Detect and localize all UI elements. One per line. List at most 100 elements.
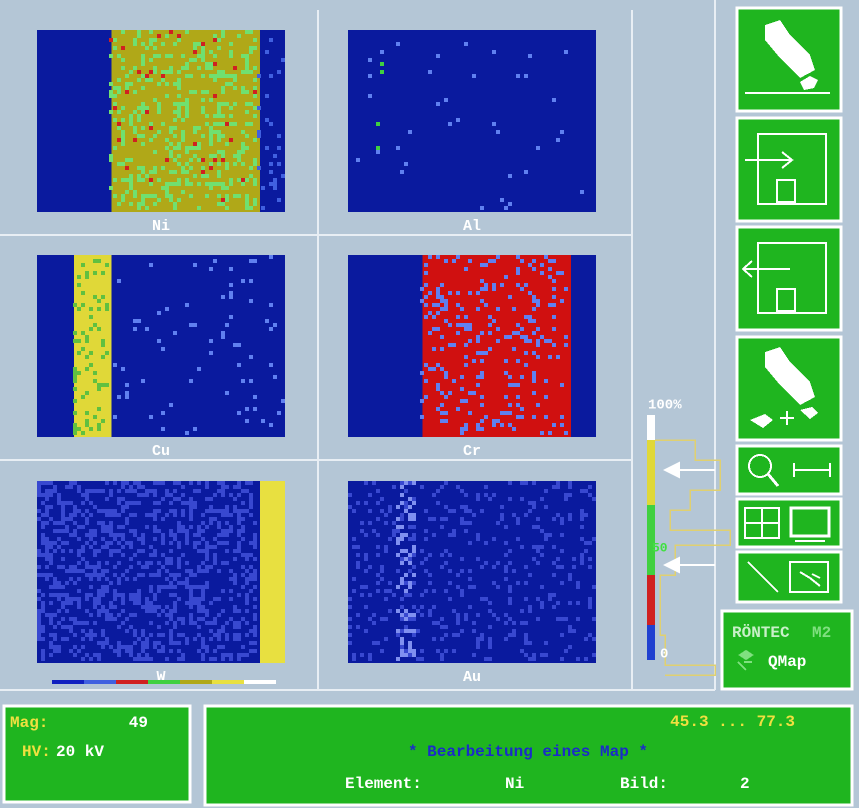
map-pixel bbox=[221, 335, 225, 339]
map-pixel bbox=[528, 657, 532, 661]
map-pixel bbox=[197, 569, 201, 573]
map-pixel bbox=[536, 303, 540, 307]
map-pixel bbox=[165, 158, 169, 162]
map-pixel bbox=[41, 593, 45, 597]
map-pixel bbox=[456, 291, 460, 295]
map-pixel bbox=[452, 379, 456, 383]
map-pixel bbox=[504, 541, 508, 545]
map-pixel bbox=[492, 319, 496, 323]
map-pixel bbox=[177, 557, 181, 561]
map-pixel bbox=[181, 553, 185, 557]
element-map: W bbox=[37, 481, 285, 686]
map-pixel bbox=[532, 319, 536, 323]
map-pixel bbox=[253, 541, 257, 545]
button-image[interactable] bbox=[737, 8, 841, 111]
map-pixel bbox=[524, 621, 528, 625]
map-pixel bbox=[197, 597, 201, 601]
map-pixel bbox=[161, 78, 165, 82]
map-pixel bbox=[560, 299, 564, 303]
map-pixel bbox=[153, 98, 157, 102]
map-pixel bbox=[81, 545, 85, 549]
map-pixel bbox=[153, 170, 157, 174]
map-pixel bbox=[233, 74, 237, 78]
map-pixel bbox=[89, 427, 93, 431]
map-pixel bbox=[444, 375, 448, 379]
map-pixel bbox=[500, 513, 504, 517]
map-pixel bbox=[121, 525, 125, 529]
map-pixel bbox=[197, 54, 201, 58]
map-pixel bbox=[85, 423, 89, 427]
button-export[interactable] bbox=[737, 227, 841, 330]
map-pixel bbox=[536, 549, 540, 553]
map-pixel bbox=[73, 597, 77, 601]
map-pixel bbox=[61, 625, 65, 629]
map-pixel bbox=[516, 331, 520, 335]
map-pixel bbox=[169, 549, 173, 553]
map-pixel bbox=[548, 355, 552, 359]
map-pixel bbox=[245, 557, 249, 561]
map-pixel bbox=[552, 423, 556, 427]
map-pixel bbox=[93, 553, 97, 557]
map-pixel bbox=[149, 263, 153, 267]
map-pixel bbox=[217, 525, 221, 529]
map-pixel bbox=[73, 533, 77, 537]
map-pixel bbox=[193, 90, 197, 94]
map-pixel bbox=[464, 343, 468, 347]
map-pixel bbox=[121, 194, 125, 198]
map-pixel bbox=[492, 259, 496, 263]
map-pixel bbox=[117, 126, 121, 130]
map-pixel bbox=[177, 78, 181, 82]
map-pixel bbox=[209, 657, 213, 661]
map-pixel bbox=[444, 649, 448, 653]
map-pixel bbox=[145, 78, 149, 82]
map-pixel bbox=[137, 493, 141, 497]
map-pixel bbox=[229, 513, 233, 517]
map-pixel bbox=[121, 198, 125, 202]
map-pixel bbox=[169, 649, 173, 653]
button-zoom[interactable] bbox=[737, 446, 841, 494]
map-pixel bbox=[105, 541, 109, 545]
map-pixel bbox=[201, 90, 205, 94]
map-pixel bbox=[121, 485, 125, 489]
map-pixel bbox=[149, 605, 153, 609]
map-pixel bbox=[368, 593, 372, 597]
map-pixel bbox=[109, 54, 113, 58]
map-pixel bbox=[249, 649, 253, 653]
map-pixel bbox=[257, 166, 261, 170]
map-pixel bbox=[528, 291, 532, 295]
map-pixel bbox=[169, 194, 173, 198]
map-pixel bbox=[45, 513, 49, 517]
element-map: Au bbox=[348, 481, 596, 686]
map-pixel bbox=[412, 545, 416, 549]
map-pixel bbox=[528, 54, 532, 58]
map-pixel bbox=[121, 130, 125, 134]
map-pixel bbox=[105, 263, 109, 267]
map-band bbox=[74, 255, 111, 437]
map-pixel bbox=[376, 545, 380, 549]
map-pixel bbox=[436, 387, 440, 391]
map-pixel bbox=[536, 343, 540, 347]
map-pixel bbox=[221, 74, 225, 78]
map-pixel bbox=[540, 553, 544, 557]
button-layout[interactable] bbox=[737, 499, 841, 547]
map-pixel bbox=[49, 557, 53, 561]
map-pixel bbox=[444, 419, 448, 423]
map-pixel bbox=[241, 653, 245, 657]
map-pixel bbox=[225, 206, 229, 210]
map-pixel bbox=[241, 617, 245, 621]
map-pixel bbox=[137, 178, 141, 182]
map-pixel bbox=[476, 533, 480, 537]
button-import[interactable] bbox=[737, 118, 841, 221]
map-pixel bbox=[261, 206, 265, 210]
map-pixel bbox=[153, 150, 157, 154]
button-overlay[interactable] bbox=[737, 337, 841, 440]
map-pixel bbox=[504, 395, 508, 399]
map-pixel bbox=[129, 202, 133, 206]
map-pixel bbox=[201, 653, 205, 657]
map-pixel bbox=[165, 569, 169, 573]
map-pixel bbox=[444, 411, 448, 415]
map-pixel bbox=[253, 90, 257, 94]
map-pixel bbox=[49, 489, 53, 493]
map-pixel bbox=[372, 481, 376, 485]
button-line[interactable] bbox=[737, 552, 841, 602]
